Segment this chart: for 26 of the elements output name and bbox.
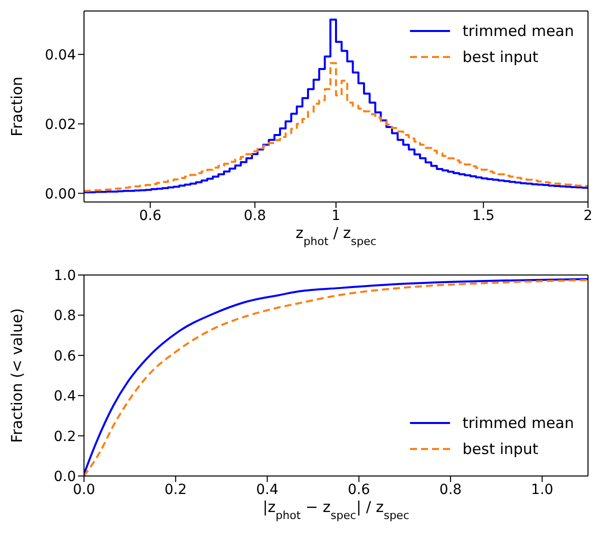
x-axis-title: |z$_{phot}$ − z$_{spec}$| / z$_{spec}$	[262, 498, 410, 522]
legend-label: trimmed mean	[462, 414, 574, 432]
x-axis-title: z$_{phot}$ / z$_{spec}$	[296, 224, 376, 248]
x-tick-label: 0.4	[256, 482, 278, 498]
y-tick-label: 0.00	[44, 186, 76, 202]
legend-label: best input	[462, 48, 538, 66]
x-tick-label: 0.6	[348, 482, 370, 498]
y-tick-label: 0.8	[54, 308, 76, 324]
y-tick-label: 0.2	[54, 428, 76, 445]
x-tick-label: 0.8	[439, 482, 462, 498]
x-tick-label: 2	[584, 208, 592, 224]
x-tick-label: 0.2	[164, 482, 187, 498]
legend-label: best input	[462, 440, 538, 458]
x-tick-label: 1.5	[472, 208, 495, 224]
y-tick-label: 1.0	[54, 268, 76, 284]
x-tick-label: 1	[332, 208, 340, 224]
y-tick-label: 0.02	[44, 116, 76, 133]
y-axis-title: Fraction	[8, 76, 26, 136]
y-tick-label: 0.4	[54, 388, 76, 405]
y-axis-title: Fraction (< value)	[8, 308, 26, 443]
x-tick-label: 1.0	[531, 482, 554, 498]
legend-label: trimmed mean	[462, 22, 574, 40]
y-tick-label: 0.6	[54, 348, 76, 364]
x-tick-label: 0.8	[244, 208, 266, 224]
y-tick-label: 0.04	[44, 47, 76, 64]
x-tick-label: 0.6	[139, 208, 162, 224]
